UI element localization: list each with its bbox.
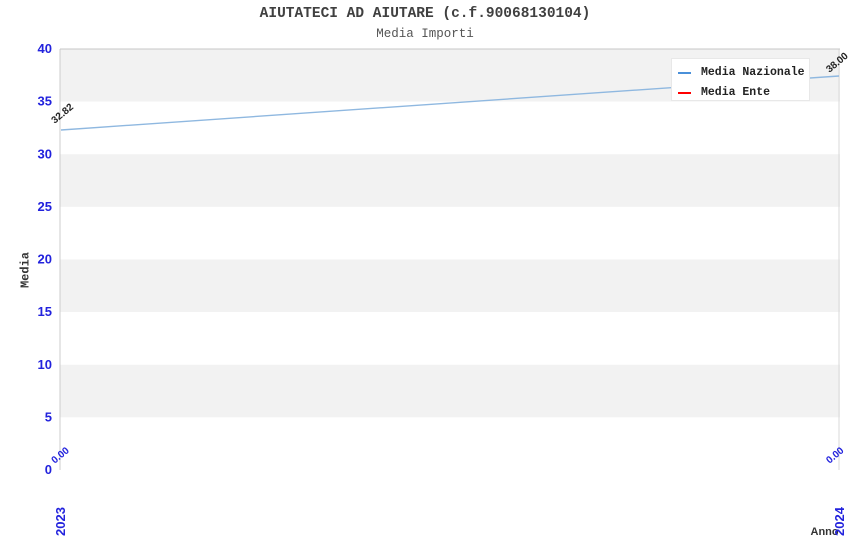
svg-text:5: 5 [45, 409, 52, 424]
svg-text:30: 30 [38, 146, 52, 161]
svg-text:25: 25 [38, 199, 52, 214]
svg-text:2023: 2023 [53, 507, 68, 536]
svg-text:40: 40 [38, 41, 52, 56]
svg-text:2024: 2024 [832, 506, 847, 536]
svg-text:10: 10 [38, 357, 52, 372]
svg-text:20: 20 [38, 252, 52, 267]
svg-text:35: 35 [38, 94, 52, 109]
svg-text:Media: Media [19, 252, 33, 288]
svg-text:0: 0 [45, 462, 52, 477]
svg-text:15: 15 [38, 304, 52, 319]
